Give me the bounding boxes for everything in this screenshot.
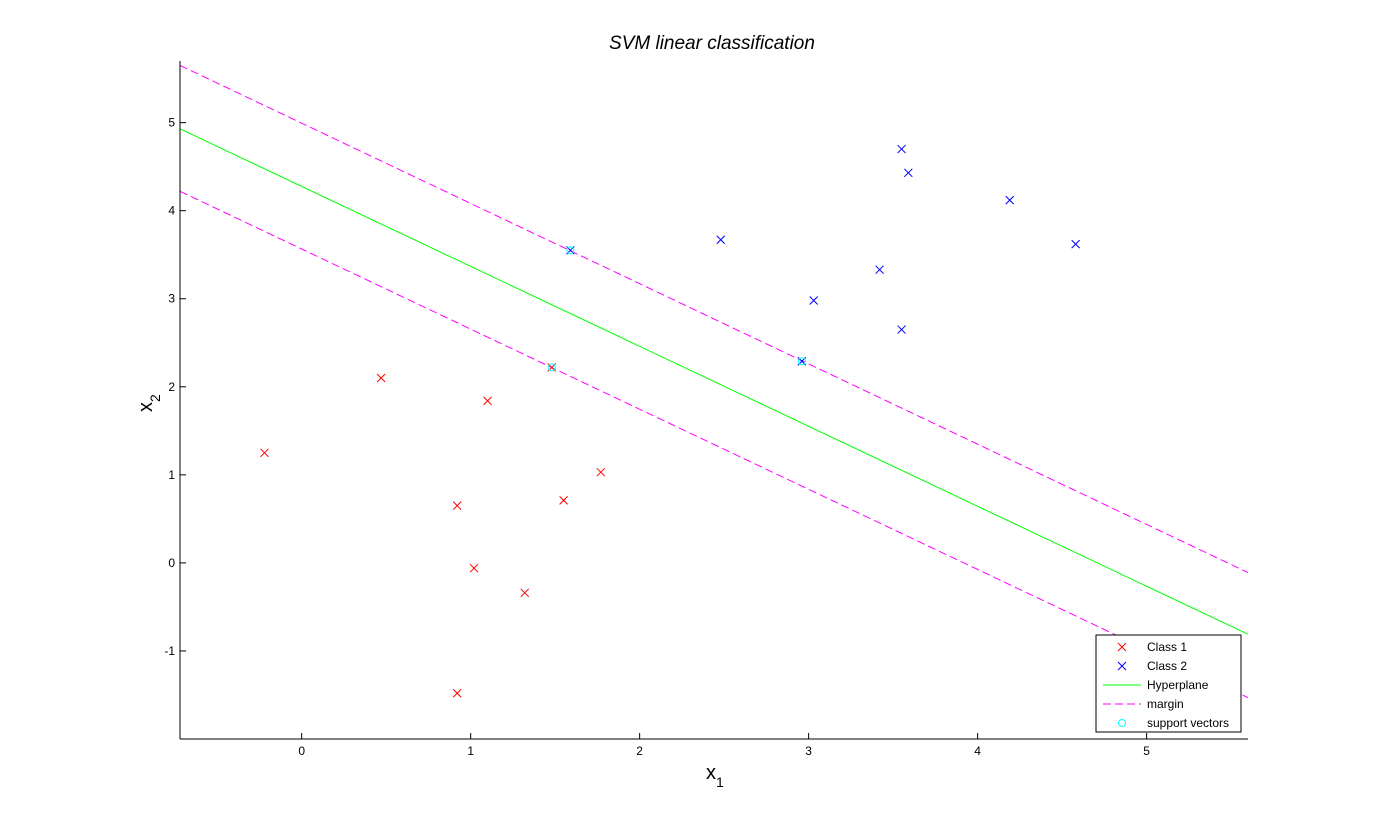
- x-tick-label: 2: [636, 744, 643, 758]
- y-tick-label: 5: [168, 116, 175, 130]
- class1-point: [452, 501, 462, 511]
- y-tick-label: -1: [164, 644, 175, 658]
- legend: Class 1 Class 2 Hyperplane margin support ve…: [1095, 634, 1242, 733]
- x-axis-label-base: x: [706, 762, 716, 784]
- y-axis-label: x2: [135, 394, 163, 412]
- legend-label: support vectors: [1147, 716, 1229, 730]
- x-axis-label-sub: 1: [716, 774, 724, 790]
- class1-point: [559, 496, 568, 505]
- y-tick-label: 2: [168, 380, 175, 394]
- y-axis-label-base: x: [135, 402, 157, 412]
- y-tick-label: 1: [168, 468, 175, 482]
- class2-point: [1071, 239, 1080, 249]
- x-tick-label: 4: [974, 744, 981, 758]
- class1-point: [469, 563, 479, 573]
- legend-label: Class 2: [1147, 659, 1187, 673]
- legend-box: [1095, 634, 1242, 733]
- y-tick-label: 4: [168, 204, 175, 218]
- class2-point: [903, 168, 913, 178]
- class2-point: [809, 296, 819, 305]
- x-ticks: 0 1 2 3 4 5: [298, 733, 1150, 758]
- legend-label: Class 1: [1147, 640, 1187, 654]
- x-tick-label: 5: [1143, 744, 1150, 758]
- legend-marker-support-vectors: [1118, 719, 1126, 727]
- y-axis-label-sub: 2: [147, 394, 163, 402]
- plot-lines: [179, 64, 1249, 699]
- legend-marker-class2: [1117, 661, 1127, 671]
- margin-line: [179, 64, 1249, 574]
- y-tick-label: 0: [168, 556, 175, 570]
- hyperplane-line: [179, 128, 1249, 635]
- class2-point: [716, 235, 726, 245]
- margin-line: [179, 190, 1249, 699]
- x-tick-label: 3: [805, 744, 812, 758]
- support-vector-point: [797, 357, 806, 366]
- x-tick-label: 1: [467, 744, 474, 758]
- legend-marker-class1: [1117, 642, 1127, 652]
- class1-point: [376, 373, 386, 383]
- plot-markers: [260, 144, 1080, 698]
- support-vector-point: [566, 246, 575, 255]
- class2-point: [897, 144, 906, 154]
- x-axis-label: x1: [706, 762, 724, 790]
- class1-point: [483, 396, 492, 406]
- y-tick-label: 3: [168, 292, 175, 306]
- support-vector-point: [547, 363, 556, 372]
- class1-point: [452, 688, 462, 698]
- class2-point: [897, 325, 906, 334]
- class2-point: [1005, 195, 1015, 205]
- x-tick-label: 0: [298, 744, 305, 758]
- class2-point: [875, 265, 884, 275]
- legend-label: Hyperplane: [1147, 678, 1209, 692]
- class1-point: [520, 588, 530, 598]
- y-ticks: -1 0 1 2 3 4 5: [164, 116, 186, 658]
- class1-point: [260, 448, 269, 458]
- legend-label: margin: [1147, 697, 1184, 711]
- class1-point: [596, 467, 606, 477]
- chart-title: SVM linear classification: [609, 33, 815, 54]
